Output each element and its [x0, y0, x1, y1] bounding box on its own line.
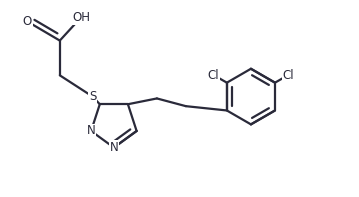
- Text: Cl: Cl: [208, 69, 219, 82]
- Text: OH: OH: [72, 11, 90, 24]
- Text: O: O: [22, 15, 32, 28]
- Text: S: S: [89, 90, 96, 103]
- Text: Cl: Cl: [283, 69, 294, 82]
- Text: N: N: [87, 125, 95, 138]
- Text: N: N: [109, 141, 118, 154]
